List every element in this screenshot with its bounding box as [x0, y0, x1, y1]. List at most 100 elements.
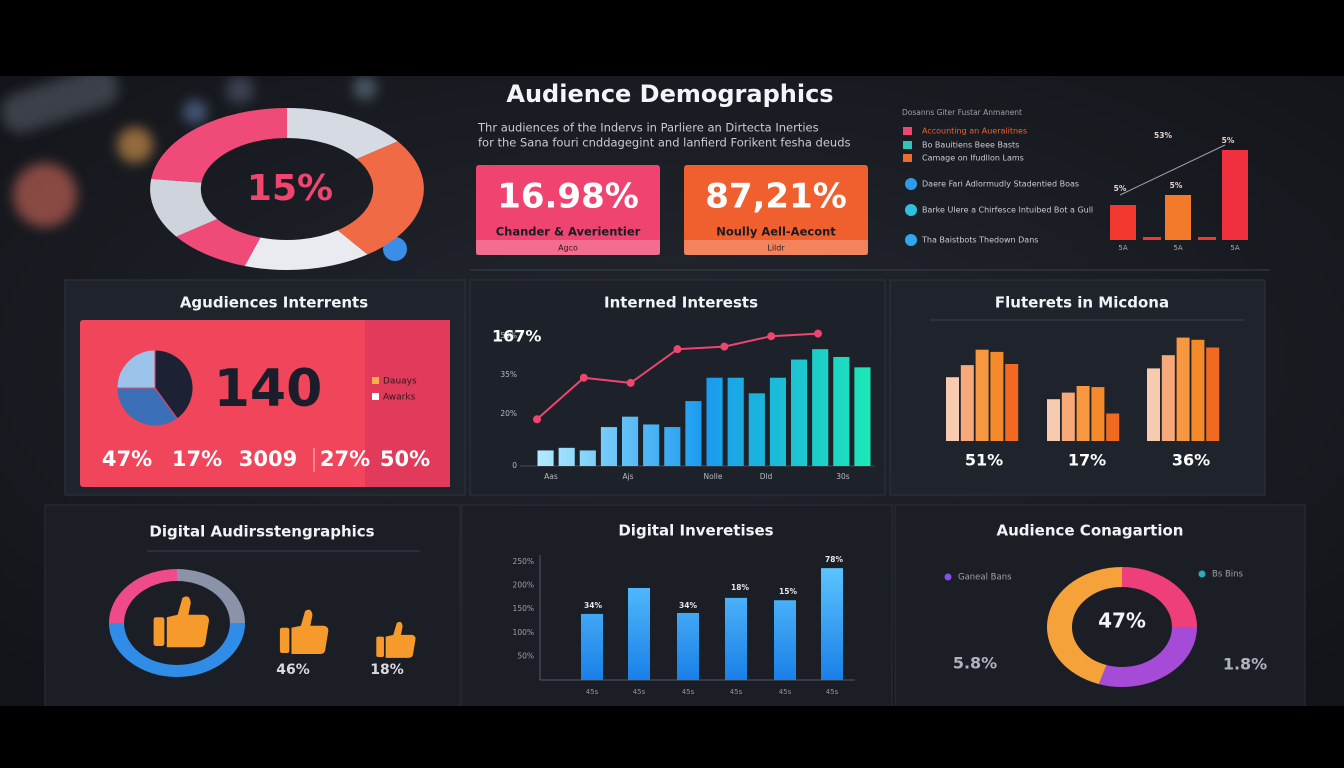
donut-segment [1047, 567, 1123, 685]
bar [1061, 392, 1075, 441]
donut-segment [151, 108, 288, 184]
annotation: 34% [679, 601, 697, 610]
annotation: 5% [1170, 181, 1183, 190]
x-tick-label: 5A [1118, 244, 1127, 252]
bar [1143, 237, 1161, 240]
bar [1191, 339, 1205, 441]
legend-swatch [903, 127, 912, 135]
bar [1047, 399, 1060, 441]
donut [150, 108, 424, 270]
y-tick-label: 35% [500, 370, 517, 379]
legend-item: Barke Ulere a Chirfesce Intuibed Bot a G… [922, 206, 1093, 215]
x-tick-label: 5A [1230, 244, 1239, 252]
line-point [814, 329, 822, 338]
panel-title: Fluterets in Micdona [995, 294, 1169, 312]
side-label: 1.8% [1223, 655, 1267, 674]
subtitle: for the Sana fouri cnddagegint and lanfi… [478, 136, 851, 150]
x-tick-label: 45s [633, 688, 646, 696]
x-tick-label: Aas [544, 472, 558, 481]
kpi-card [684, 165, 868, 255]
legend-item: Daere Fari Adlormudly Stadentied Boas [922, 180, 1079, 189]
line-point [579, 373, 588, 382]
bar [1176, 337, 1190, 441]
donut-label: 47% [1098, 609, 1146, 633]
headline: 167% [492, 327, 541, 346]
bar [677, 612, 699, 680]
annotation: 34% [584, 601, 602, 610]
icon-part [376, 636, 384, 657]
bar [791, 359, 808, 466]
legend-swatch [944, 573, 952, 581]
subtitle: Thr audiences of the Indervs in Parliere… [477, 121, 819, 135]
bar [727, 377, 744, 466]
icon-part [153, 617, 165, 646]
kpi-band [476, 240, 660, 255]
bar [1106, 413, 1120, 441]
bar [769, 377, 786, 466]
legend-swatch [903, 154, 912, 162]
legend-title: Dosanns Giter Fustar Anmanent [902, 108, 1022, 117]
bar [1198, 237, 1216, 240]
bar [643, 424, 660, 466]
page-title: Audience Demographics [506, 80, 833, 108]
legend-item: Camage on Ifudllon Lams [922, 154, 1024, 163]
bar [664, 427, 681, 466]
bar [581, 613, 603, 680]
x-tick-label: 45s [586, 688, 599, 696]
pie-slice [116, 387, 179, 427]
bar [960, 365, 974, 441]
line-point [626, 378, 635, 387]
legend-item: Accounting an Aueralitnes [922, 127, 1027, 136]
x-tick-label: Ajs [622, 472, 633, 481]
letterbox [0, 706, 1344, 768]
panel-title: Agudiences Interrents [180, 294, 368, 312]
legend-swatch [372, 377, 379, 384]
y-tick-label: 50% [500, 331, 517, 340]
thumb-icon [279, 609, 329, 655]
x-tick-label: 45s [682, 688, 695, 696]
legend-swatch [903, 141, 912, 149]
kpi-value: 87,21% [705, 177, 847, 217]
donut-segment [150, 178, 218, 237]
bar [725, 597, 747, 680]
annotation: 53% [1154, 131, 1172, 140]
y-tick-label: 50% [517, 651, 534, 660]
x-tick-label: Nolle [704, 472, 723, 481]
bar [537, 450, 554, 466]
bar [706, 377, 723, 466]
x-tick-label: 45s [779, 688, 792, 696]
bar [1005, 364, 1019, 441]
donut-segment [244, 229, 368, 270]
bar [600, 427, 617, 466]
kpi-band [684, 240, 868, 255]
bar [1076, 386, 1090, 441]
card-strip [365, 320, 450, 487]
stat: 3009 [239, 447, 297, 471]
icon-part [385, 621, 416, 658]
kpi-label: Chander & Averientier [496, 225, 641, 239]
y-tick-label: 150% [513, 604, 534, 613]
big-number: 140 [214, 359, 323, 419]
bar [685, 401, 702, 466]
bar [854, 367, 871, 466]
bar [579, 450, 596, 466]
annotation: 5% [1222, 136, 1235, 145]
bar [812, 349, 829, 466]
icon-part [291, 609, 329, 655]
group-label: 36% [1172, 451, 1210, 470]
kpi-card [476, 165, 660, 255]
trend-line [1119, 144, 1226, 196]
annotation: 18% [731, 583, 749, 592]
stat: 27% [320, 447, 370, 471]
legend-item: Bs Bins [1212, 570, 1244, 580]
bar [1091, 387, 1105, 441]
icon-part [279, 627, 290, 653]
group-label: 17% [1068, 451, 1106, 470]
line-point [720, 342, 729, 351]
legend-item: Awarks [383, 393, 416, 403]
letterbox [0, 0, 1344, 76]
legend-swatch [905, 234, 917, 246]
donut-segment [1121, 567, 1197, 628]
legend-item: Tha Baistbots Thedown Dans [921, 236, 1038, 245]
